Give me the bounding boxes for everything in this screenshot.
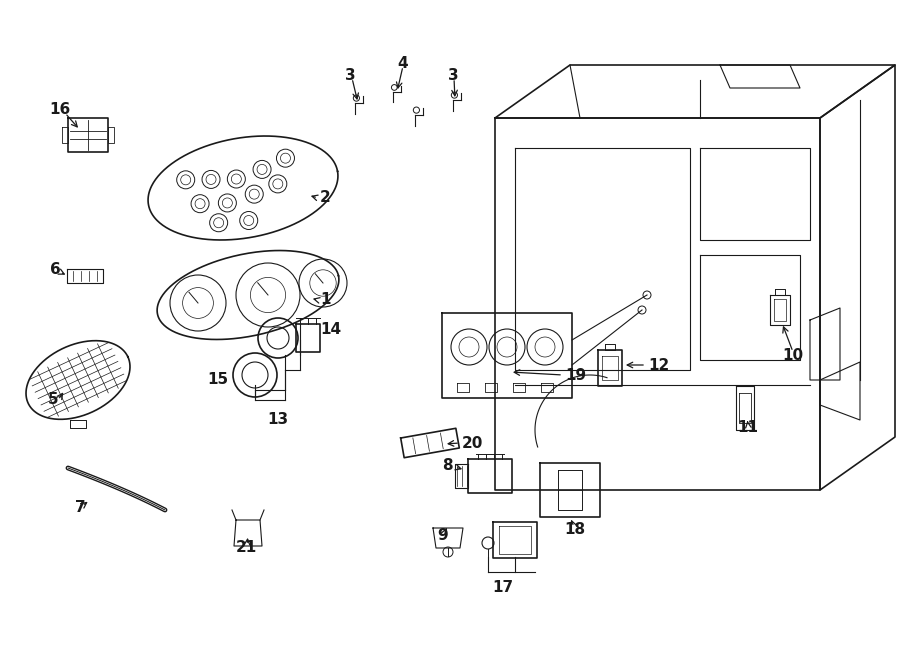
Text: 15: 15 <box>207 373 229 387</box>
Text: 3: 3 <box>447 67 458 83</box>
Text: 3: 3 <box>345 67 356 83</box>
Text: 4: 4 <box>398 56 409 71</box>
Text: 17: 17 <box>492 580 514 596</box>
Text: 14: 14 <box>320 323 341 338</box>
Text: 8: 8 <box>443 459 453 473</box>
Text: 5: 5 <box>48 393 58 407</box>
Text: 19: 19 <box>565 368 586 383</box>
Text: 7: 7 <box>75 500 86 516</box>
Text: 18: 18 <box>564 522 586 537</box>
Text: 2: 2 <box>320 190 331 206</box>
Text: 12: 12 <box>648 358 670 373</box>
Text: 1: 1 <box>320 293 330 307</box>
Text: 13: 13 <box>267 412 289 428</box>
Text: 16: 16 <box>50 102 70 118</box>
Text: 21: 21 <box>236 541 256 555</box>
Text: 9: 9 <box>437 527 448 543</box>
Text: 10: 10 <box>782 348 804 362</box>
Text: 20: 20 <box>462 436 483 451</box>
Text: 6: 6 <box>50 262 60 278</box>
Text: 11: 11 <box>737 420 759 436</box>
